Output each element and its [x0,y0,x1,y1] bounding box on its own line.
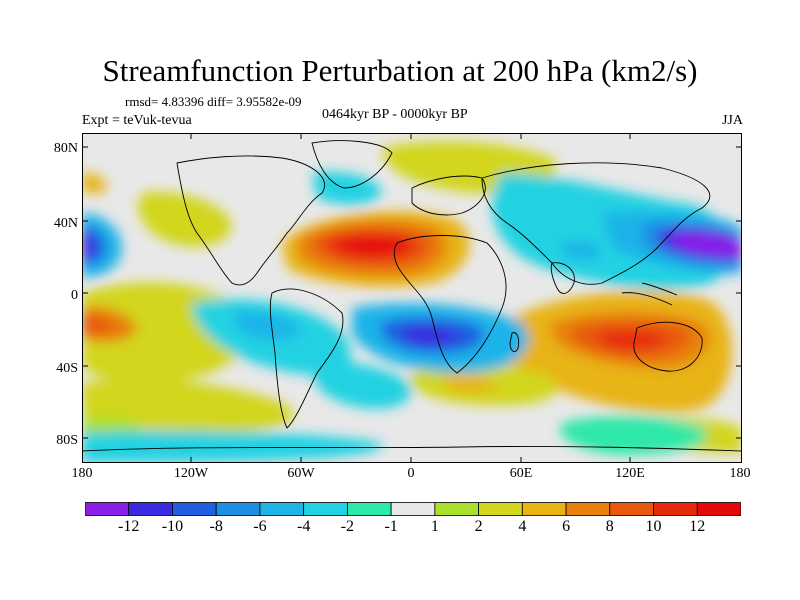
india-coast [550,262,575,294]
contour-fields [82,141,742,463]
colorbar-swatch [390,502,436,516]
experiment-label: Expt = teVuk-tevua [82,113,192,128]
colorbar-swatch [346,502,392,516]
colorbar-label: -4 [296,518,311,535]
lon-label-180w: 180 [71,466,93,481]
southeast-asia-islands [621,282,678,306]
madagascar-coast [509,332,520,353]
colorbar-swatch [434,502,479,516]
colorbar-swatch [128,502,173,516]
lon-label-180e: 180 [729,466,751,481]
colorbar-swatch [259,502,305,516]
antarctica-coast [82,446,742,452]
colorbar-label: -8 [209,518,223,535]
colorbar-label: 10 [645,518,662,535]
asia-coast [481,162,711,285]
colorbar [85,502,741,516]
europe-coast [411,175,486,216]
colorbar-label: -10 [161,518,184,535]
plot-title: Streamfunction Perturbation at 200 hPa (… [102,53,698,88]
colorbar-label: 4 [518,518,527,535]
north-america-coast [176,155,325,286]
lon-label-0: 0 [407,466,415,481]
colorbar-swatch [565,502,611,516]
colorbar-swatch [478,502,523,516]
colorbar-label: 6 [562,518,571,535]
colorbar-label: -1 [384,518,398,535]
colorbar-label: 2 [474,518,483,535]
season-label: JJA [721,113,743,128]
colorbar-label: 12 [689,518,706,535]
lat-label-0: 0 [71,288,78,303]
lon-label-120w: 120W [173,466,209,481]
australia-coast [633,321,703,372]
colorbar-swatch [172,502,217,516]
colorbar-swatch [696,502,741,516]
coastlines [82,140,742,452]
south-america-coast [269,288,344,429]
map-frame [82,133,742,463]
rmsd-diff-stats: rmsd= 4.83396 diff= 3.95582e-09 [125,94,302,109]
lon-label-60w: 60W [287,466,315,481]
colorbar-swatch [303,502,348,516]
colorbar-label: 1 [430,518,439,535]
lat-label-80n: 80N [53,141,78,156]
lat-label-80s: 80S [56,433,78,448]
colorbar-swatch [521,502,567,516]
lat-label-40n: 40N [53,216,78,231]
colorbar-swatch [215,502,261,516]
colorbar-swatch [609,502,654,516]
africa-coast [393,235,507,374]
lon-label-60e: 60E [509,466,533,481]
colorbar-swatch [85,502,130,516]
streamfunction-map [82,133,742,463]
greenland-coast [311,140,393,189]
lon-label-120e: 120E [615,466,645,481]
colorbar-swatch [653,502,698,516]
colorbar-label: -6 [253,518,267,535]
period-label: 0464kyr BP - 0000kyr BP [322,107,468,122]
colorbar-label: 8 [605,518,614,535]
lat-label-40s: 40S [56,361,78,376]
colorbar-label: -12 [118,518,140,535]
colorbar-label: -2 [340,518,355,535]
